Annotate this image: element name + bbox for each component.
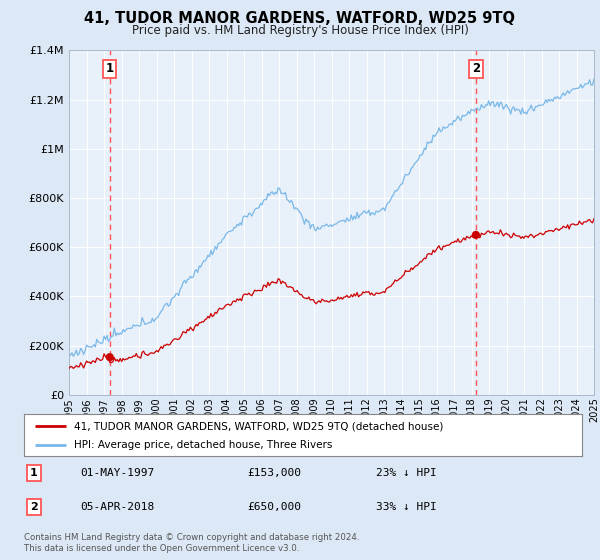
Text: Contains HM Land Registry data © Crown copyright and database right 2024.
This d: Contains HM Land Registry data © Crown c…	[24, 533, 359, 553]
Text: 23% ↓ HPI: 23% ↓ HPI	[376, 468, 436, 478]
Text: £650,000: £650,000	[247, 502, 301, 512]
Text: 05-APR-2018: 05-APR-2018	[80, 502, 154, 512]
Text: Price paid vs. HM Land Registry's House Price Index (HPI): Price paid vs. HM Land Registry's House …	[131, 24, 469, 37]
Text: £153,000: £153,000	[247, 468, 301, 478]
Text: 41, TUDOR MANOR GARDENS, WATFORD, WD25 9TQ: 41, TUDOR MANOR GARDENS, WATFORD, WD25 9…	[85, 11, 515, 26]
Text: 2: 2	[30, 502, 38, 512]
Text: HPI: Average price, detached house, Three Rivers: HPI: Average price, detached house, Thre…	[74, 440, 332, 450]
Text: 1: 1	[106, 63, 114, 76]
Point	[105, 353, 115, 362]
Text: 1: 1	[30, 468, 38, 478]
Text: 33% ↓ HPI: 33% ↓ HPI	[376, 502, 436, 512]
Point	[471, 230, 481, 239]
Text: 2: 2	[472, 63, 480, 76]
Text: 41, TUDOR MANOR GARDENS, WATFORD, WD25 9TQ (detached house): 41, TUDOR MANOR GARDENS, WATFORD, WD25 9…	[74, 421, 443, 431]
Text: 01-MAY-1997: 01-MAY-1997	[80, 468, 154, 478]
